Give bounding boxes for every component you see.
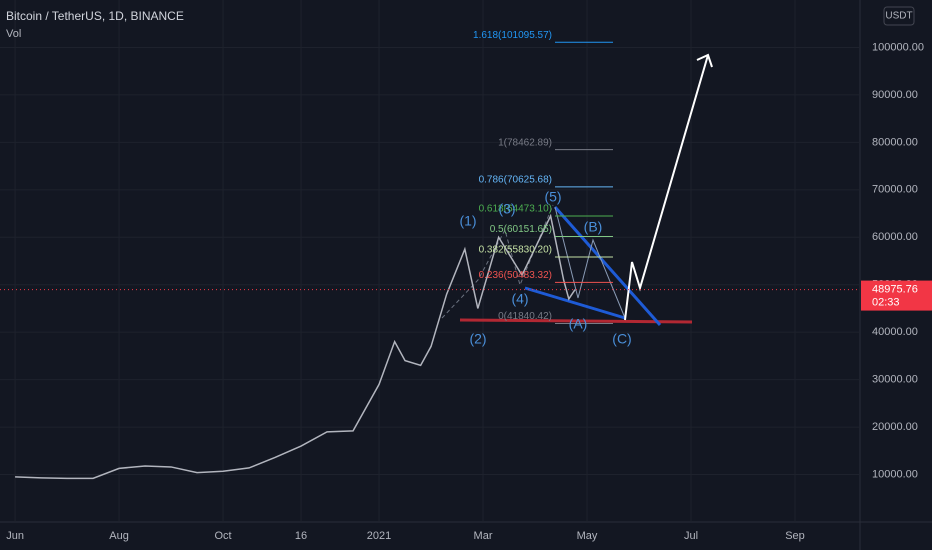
trend-line	[553, 206, 662, 326]
x-tick-label: Mar	[474, 530, 493, 542]
y-tick-label: 60000.00	[872, 231, 918, 243]
wave-label: (2)	[469, 331, 486, 347]
y-tick-label: 80000.00	[872, 136, 918, 148]
fib-label: 0.382(55830.20)	[479, 245, 552, 256]
arrow-head	[696, 53, 713, 68]
fib-label: 1.618(101095.57)	[473, 30, 552, 41]
wave-label: (5)	[544, 189, 561, 205]
y-tick-label: 70000.00	[872, 184, 918, 196]
x-tick-label: Sep	[785, 530, 805, 542]
y-tick-label: 40000.00	[872, 326, 918, 338]
y-tick-label: 10000.00	[872, 468, 918, 480]
fib-label: 0.5(60151.65)	[490, 224, 552, 235]
x-tick-label: Aug	[109, 530, 129, 542]
trend-line	[524, 286, 626, 320]
support-line	[459, 318, 693, 324]
wave-label: (B)	[584, 219, 603, 235]
x-tick-label: Jul	[684, 530, 698, 542]
currency[interactable]: USDT	[885, 11, 912, 22]
wave-label: (4)	[511, 291, 528, 307]
y-tick-label: 30000.00	[872, 374, 918, 386]
last-price-box	[861, 280, 932, 311]
fib-label: 1(78462.89)	[498, 137, 552, 148]
fib-label: 0.786(70625.68)	[479, 174, 552, 185]
forecast-arrow	[624, 54, 709, 321]
fib-label: 0.618(64473.10)	[479, 204, 552, 215]
fib-label: 0(41840.42)	[498, 311, 552, 322]
x-tick-label: Oct	[214, 530, 231, 542]
currency-box[interactable]	[883, 6, 915, 26]
x-tick-label: 2021	[367, 530, 391, 542]
wave-label: (C)	[612, 331, 631, 347]
x-tick-label: Jun	[6, 530, 24, 542]
countdown: 02:33	[872, 296, 900, 308]
y-tick-label: 100000.00	[872, 41, 924, 53]
last-price-label: 48975.76	[872, 283, 918, 295]
x-tick-label: 16	[295, 530, 307, 542]
wave-path	[554, 206, 626, 319]
subtitle: Vol	[6, 28, 21, 40]
wave-label: (1)	[459, 213, 476, 229]
wave-label: (A)	[569, 316, 588, 332]
wave-label: (3)	[498, 201, 515, 217]
chart-title: Bitcoin / TetherUS, 1D, BINANCE	[6, 9, 184, 23]
y-tick-label: 20000.00	[872, 421, 918, 433]
y-tick-label: 90000.00	[872, 89, 918, 101]
fib-label: 0.236(50483.32)	[479, 270, 552, 281]
price-line	[15, 213, 576, 480]
x-tick-label: May	[577, 530, 598, 542]
